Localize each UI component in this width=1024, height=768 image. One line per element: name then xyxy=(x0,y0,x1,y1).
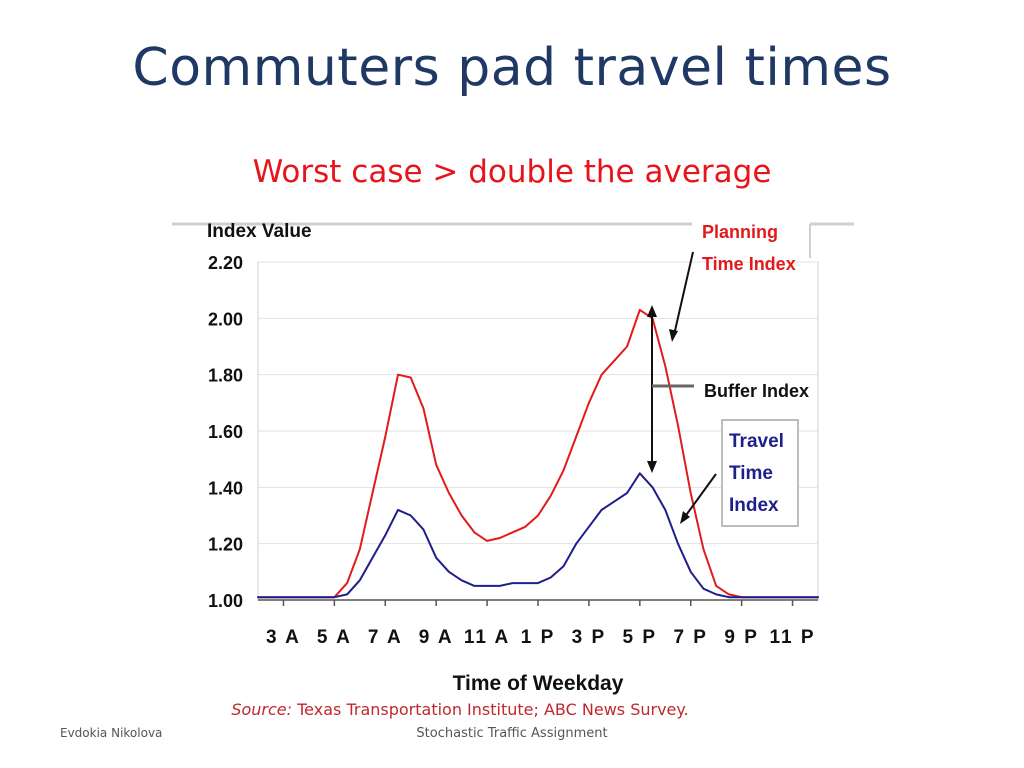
travel-arrowhead xyxy=(680,511,690,524)
y-tick-label: 1.80 xyxy=(208,366,243,386)
x-tick-label: 11 P xyxy=(770,627,816,648)
y-tick-label: 1.40 xyxy=(208,478,243,498)
x-tick-label: 5 P xyxy=(623,627,658,648)
buffer-arrowhead-down xyxy=(647,461,657,473)
travel-label-line2: Time xyxy=(729,463,773,484)
planning-arrow xyxy=(673,251,694,336)
x-tick-label: 7 A xyxy=(368,627,403,648)
slide-title: Commuters pad travel times xyxy=(132,38,892,98)
planning-label-line1: Planning xyxy=(702,222,778,242)
x-tick-label: 9 A xyxy=(419,627,454,648)
footer-author: Evdokia Nikolova xyxy=(60,726,163,740)
x-tick-label: 9 P xyxy=(724,627,759,648)
footer-topic: Stochastic Traffic Assignment xyxy=(416,726,608,741)
series-lines xyxy=(257,308,819,599)
source-text: Texas Transportation Institute; ABC News… xyxy=(297,700,689,719)
y-tick-label: 1.60 xyxy=(208,422,243,442)
x-tick-label: 11 A xyxy=(464,627,510,648)
planning-arrowhead xyxy=(669,329,678,342)
travel-arrow xyxy=(683,473,717,519)
y-tick-labels: 1.00 1.20 1.40 1.60 1.80 2.00 2.20 xyxy=(208,253,243,611)
travel-label-line1: Travel xyxy=(729,431,784,452)
y-tick-label: 1.00 xyxy=(208,591,243,611)
buffer-arrowhead-up xyxy=(647,305,657,317)
x-tick-label: 3 P xyxy=(572,627,607,648)
travel-label-box xyxy=(721,419,799,527)
travel-label-line3: Index xyxy=(729,495,779,516)
y-axis-title: Index Value xyxy=(207,221,312,242)
x-tick-labels: 3 A 5 A 7 A 9 A 11 A 1 P 3 P 5 P 7 P 9 P 11 P xyxy=(266,627,816,648)
planning-label-line2: Time Index xyxy=(702,254,796,274)
x-tick-label: 1 P xyxy=(521,627,556,648)
series-line-planning-time-index xyxy=(257,308,819,599)
x-axis-title: Time of Weekday xyxy=(453,672,624,695)
x-tick-label: 3 A xyxy=(266,627,301,648)
y-tick-label: 2.00 xyxy=(208,309,243,329)
series-line-travel-time-index xyxy=(257,472,819,599)
source-label: Source: xyxy=(231,700,293,719)
x-tick-label: 7 P xyxy=(673,627,708,648)
source-line: Source: Texas Transportation Institute; … xyxy=(0,700,920,719)
slide-subtitle: Worst case > double the average xyxy=(252,154,772,190)
buffer-label: Buffer Index xyxy=(704,381,809,401)
y-tick-label: 2.20 xyxy=(208,253,243,273)
x-tick-label: 5 A xyxy=(317,627,352,648)
y-tick-label: 1.20 xyxy=(208,535,243,555)
